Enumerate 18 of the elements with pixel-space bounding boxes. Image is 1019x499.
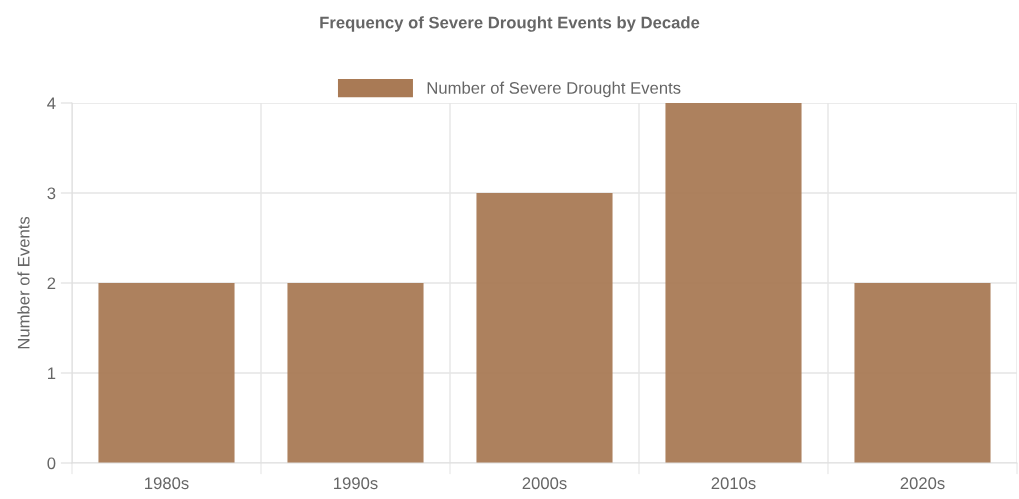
x-tick-label: 1980s [145,477,189,490]
y-tick-label: 3 [47,187,56,200]
bar [476,193,613,463]
chart-title: Frequency of Severe Drought Events by Decade [320,16,700,32]
y-axis-title: Number of Events [17,216,30,349]
legend-label: Number of Severe Drought Events [427,81,681,98]
bar [854,283,991,463]
y-tick-label: 0 [47,457,56,470]
x-tick-label: 2010s [711,477,756,490]
bar [665,103,802,463]
bar [287,283,424,463]
y-tick-label: 1 [48,367,56,380]
bar [98,283,235,463]
x-tick-label: 2020s [900,477,945,490]
x-tick-label: 2000s [522,477,567,490]
y-tick-label: 4 [47,97,56,110]
x-tick-label: 1990s [334,477,378,490]
y-tick-label: 2 [47,277,56,290]
